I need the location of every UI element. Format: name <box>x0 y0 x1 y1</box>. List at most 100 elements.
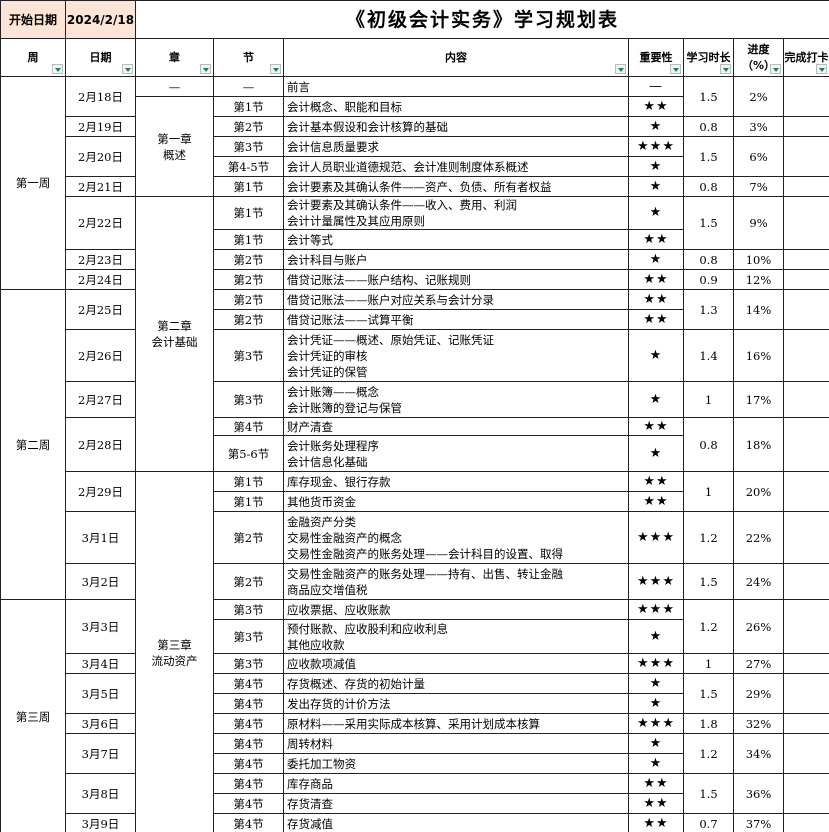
chapter-line: 流动资产 <box>151 653 198 668</box>
content-line: 会计等式 <box>287 232 333 247</box>
importance-cell: — <box>628 76 684 97</box>
checkin-cell[interactable] <box>782 136 829 177</box>
progress-cell: 7% <box>733 176 784 197</box>
chapter-line: 概述 <box>163 147 186 162</box>
checkin-cell[interactable] <box>782 196 829 250</box>
checkin-cell[interactable] <box>782 471 829 512</box>
filter-button[interactable] <box>200 64 211 74</box>
checkin-cell[interactable] <box>782 733 829 774</box>
hours-cell: 1.5 <box>683 673 734 714</box>
content-cell: 预付账款、应收股利和应收利息 其他应收款 <box>283 619 629 654</box>
plan-row: 第1节 会计等式 ★★ <box>1 229 829 250</box>
plan-row: 2月26日 第3节 会计凭证——概述、原始凭证、记账凭证 会计凭证的审核 会计凭证的保管… <box>1 329 829 382</box>
header-row: 周 日期 章 节 内容 重要性 学习时长 进度（%） 完成打卡 <box>0 38 829 77</box>
filter-button[interactable] <box>122 64 133 74</box>
plan-row: 第一章 概述 第1节 会计概念、职能和目标 ★★ <box>1 96 829 197</box>
hours-cell: 0.8 <box>683 417 734 472</box>
importance-cell: ★★ <box>628 229 684 250</box>
section-cell: 第1节 <box>213 471 284 492</box>
importance-cell: ★ <box>628 329 684 382</box>
date-cell: 3月8日 <box>65 773 136 814</box>
hours-cell: 1.2 <box>683 599 734 654</box>
column-header: 完成打卡 <box>782 38 829 77</box>
column-header-text: 周 <box>27 50 39 64</box>
filter-button[interactable] <box>615 64 626 74</box>
checkin-cell[interactable] <box>782 289 829 330</box>
content-cell: 应收款项减值 <box>283 653 629 674</box>
column-header-text: 节 <box>243 50 254 64</box>
checkin-cell[interactable] <box>782 116 829 137</box>
checkin-cell[interactable] <box>782 249 829 270</box>
checkin-cell[interactable] <box>782 813 829 832</box>
filter-button[interactable] <box>816 64 828 74</box>
checkin-cell[interactable] <box>782 329 829 382</box>
content-line: 财产清查 <box>287 419 333 434</box>
table-title: 《初级会计实务》学习规划表 <box>134 0 829 39</box>
content-line: 会计要素及其确认条件——收入、费用、利润 <box>287 198 517 212</box>
plan-row: 2月29日 第三章 流动资产 第1节 库存现金、银行存款 ★★ 1 20% <box>1 471 829 832</box>
hours-cell: 1.2 <box>683 511 734 564</box>
checkin-cell[interactable] <box>782 713 829 734</box>
content-line: 其他货币资金 <box>287 494 356 509</box>
section-cell: 第4节 <box>213 673 284 694</box>
checkin-cell[interactable] <box>782 417 829 472</box>
content-line: 会计要素及其确认条件——资产、负债、所有者权益 <box>287 179 552 194</box>
content-cell: 借贷记账法——账户结构、记账规则 <box>283 269 629 290</box>
section-cell: 第1节 <box>213 176 284 197</box>
content-line: 委托加工物资 <box>287 756 356 771</box>
content-line: 交易性金融资产的账务处理——会计科目的设置、取得 <box>287 546 563 561</box>
importance-cell: ★★★ <box>628 713 684 734</box>
importance-cell: ★★ <box>628 269 684 290</box>
plan-row: 2月24日 第2节 借贷记账法——账户结构、记账规则 ★★ 0.9 12% <box>1 269 829 290</box>
plan-row: 3月5日 第4节 存货概述、存货的初始计量 ★ 1.5 29% <box>1 673 829 714</box>
content-line: 会计信息质量要求 <box>287 139 379 154</box>
filter-button[interactable] <box>270 64 281 74</box>
date-cell: 2月26日 <box>65 329 136 382</box>
filter-button[interactable] <box>52 64 63 74</box>
importance-cell: ★★ <box>628 793 684 814</box>
plan-row: 2月21日 第1节 会计要素及其确认条件——资产、负债、所有者权益 ★ 0.8 7% <box>1 176 829 197</box>
content-line: 会计账簿的登记与保管 <box>287 400 402 415</box>
chapter-line: — <box>168 79 181 94</box>
filter-button[interactable] <box>720 64 731 74</box>
content-line: 会计人员职业道德规范、会计准则制度体系概述 <box>287 159 529 174</box>
checkin-cell[interactable] <box>782 673 829 714</box>
progress-cell: 20% <box>733 471 784 512</box>
content-line: 交易性金融资产的账务处理——持有、出售、转让金融 <box>287 566 563 581</box>
plan-row: 3月7日 第4节 周转材料 ★ 1.2 34% <box>1 733 829 774</box>
progress-cell: 12% <box>733 269 784 290</box>
date-cell: 2月24日 <box>65 269 136 290</box>
importance-cell: ★ <box>628 619 684 654</box>
date-cell: 2月18日 <box>65 76 136 117</box>
content-line: 会计凭证的保管 <box>287 364 368 379</box>
checkin-cell[interactable] <box>782 563 829 600</box>
content-line: 商品应交增值税 <box>287 582 368 597</box>
checkin-cell[interactable] <box>782 176 829 197</box>
checkin-cell[interactable] <box>782 773 829 814</box>
filter-button[interactable] <box>770 64 781 74</box>
hours-cell: 1.8 <box>683 713 734 734</box>
checkin-cell[interactable] <box>782 76 829 117</box>
date-cell: 2月27日 <box>65 381 136 418</box>
checkin-cell[interactable] <box>782 599 829 654</box>
section-cell: 第2节 <box>213 511 284 564</box>
filter-button[interactable] <box>670 64 681 74</box>
column-header-text: 重要性 <box>639 50 673 64</box>
checkin-cell[interactable] <box>782 511 829 564</box>
hours-cell: 0.7 <box>683 813 734 832</box>
checkin-cell[interactable] <box>782 381 829 418</box>
content-cell: 库存商品 <box>283 773 629 794</box>
content-cell: 委托加工物资 <box>283 753 629 774</box>
section-cell: 第3节 <box>213 599 284 620</box>
plan-row: 3月4日 第3节 应收款项减值 ★★★ 1 27% <box>1 653 829 674</box>
week-cell: 第一周 <box>0 76 66 290</box>
content-cell: 会计科目与账户 <box>283 249 629 270</box>
checkin-cell[interactable] <box>782 269 829 290</box>
date-cell: 2月28日 <box>65 417 136 472</box>
checkin-cell[interactable] <box>782 653 829 674</box>
progress-cell: 3% <box>733 116 784 137</box>
plan-row: 2月19日 第2节 会计基本假设和会计核算的基础 ★ 0.8 3% <box>1 116 829 137</box>
progress-cell: 2% <box>733 76 784 117</box>
